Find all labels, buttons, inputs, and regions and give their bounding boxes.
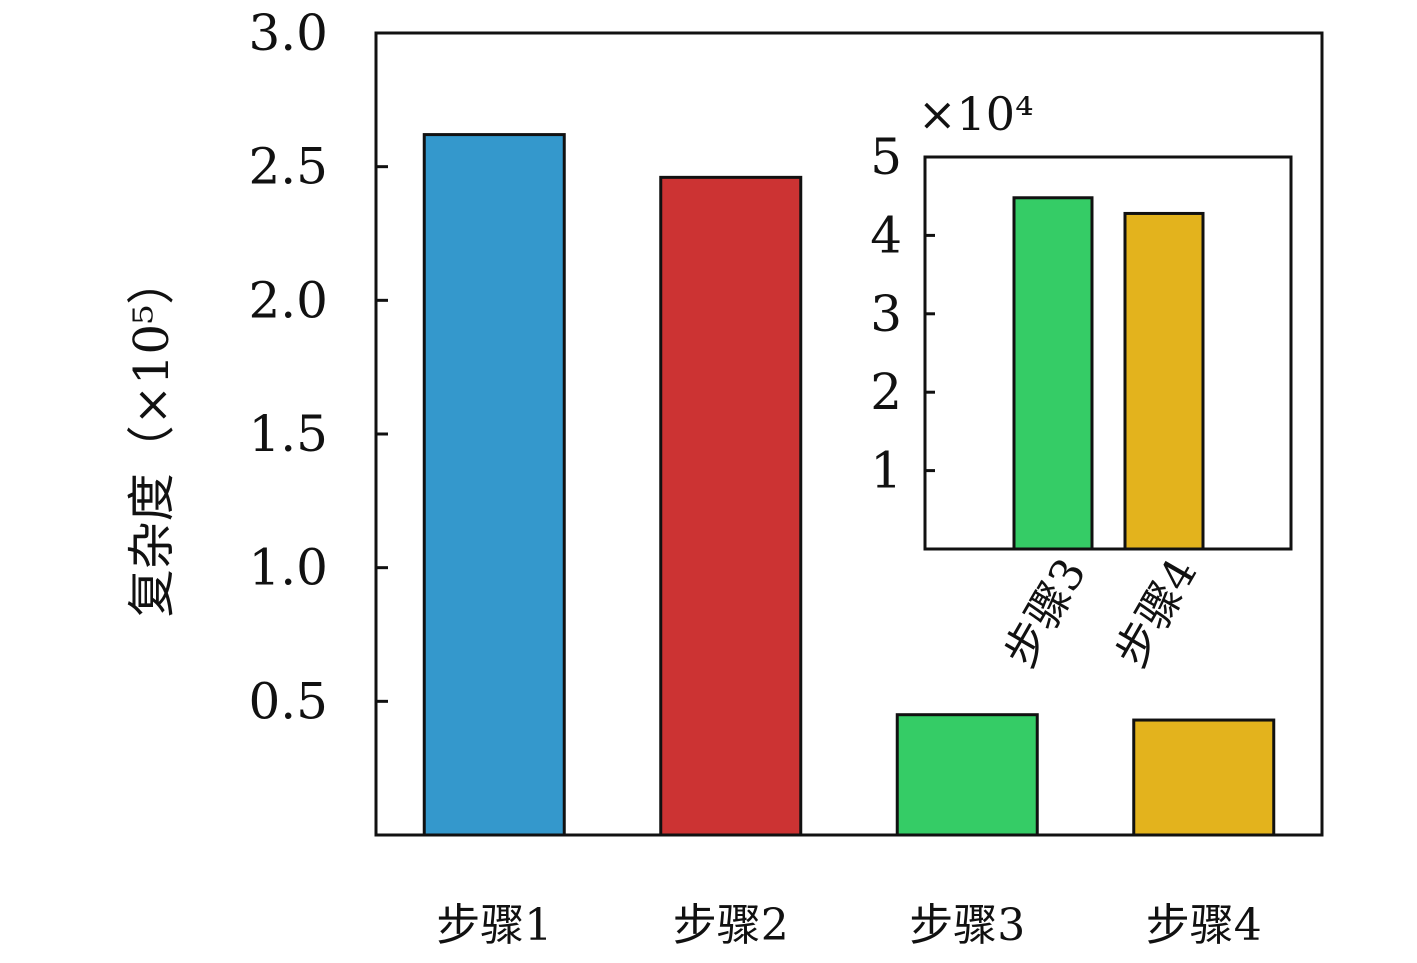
bar-1 <box>422 133 566 837</box>
inset-bar-2 <box>1123 211 1205 551</box>
inset-bar-chart: 步骤3 步骤4 1 2 3 4 5 ×10⁴ <box>870 87 1293 676</box>
y-tick-label: 1.5 <box>248 405 328 463</box>
y-tick-label: 1.0 <box>248 539 328 597</box>
bar-3 <box>895 713 1039 837</box>
inset-y-tick-label: 2 <box>870 363 902 421</box>
bar-4 <box>1132 718 1276 837</box>
y-tick-label: 2.5 <box>248 138 328 196</box>
inset-y-tick-label: 5 <box>870 128 902 186</box>
bar-2 <box>659 175 803 837</box>
inset-multiplier-label: ×10⁴ <box>918 87 1034 141</box>
x-tick-label: 步骤4 <box>1146 900 1262 951</box>
inset-x-tick-label: 步骤3 <box>994 550 1096 676</box>
y-tick-label: 0.5 <box>248 672 328 730</box>
inset-x-tick-label: 步骤4 <box>1105 550 1207 676</box>
inset-bar-1 <box>1012 196 1094 551</box>
x-tick-label: 步骤3 <box>909 900 1025 951</box>
x-tick-label: 步骤2 <box>673 900 789 951</box>
inset-plot-frame <box>923 155 1293 551</box>
inset-y-tick-label: 1 <box>870 442 902 500</box>
y-axis-label: 复杂度（×10⁵） <box>124 257 180 618</box>
y-tick-label: 2.0 <box>248 271 328 329</box>
inset-y-tick-label: 3 <box>870 285 902 343</box>
inset-y-tick-label: 4 <box>870 206 902 264</box>
inset-background <box>925 157 1291 549</box>
x-tick-label: 步骤1 <box>436 900 552 951</box>
y-tick-label: 3.0 <box>248 4 328 62</box>
